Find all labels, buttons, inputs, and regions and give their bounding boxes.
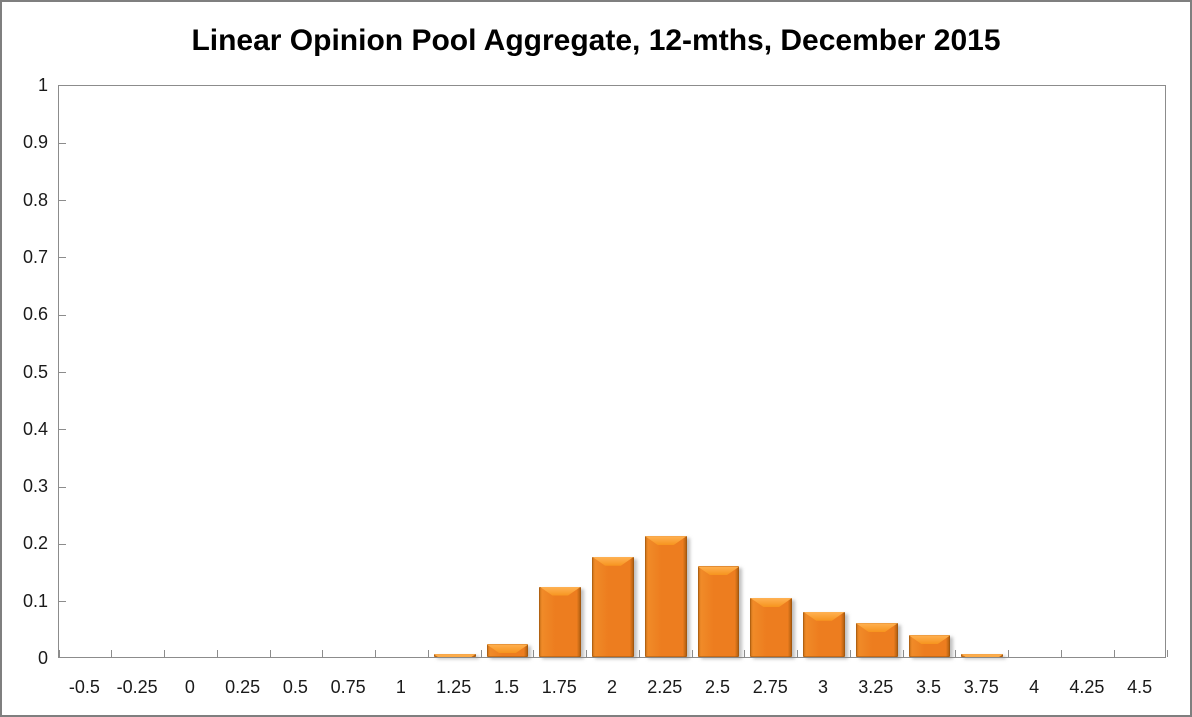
bar-1.75 [539,586,582,657]
x-tick-label: 3.25 [858,677,894,697]
bar-2.5 [697,566,740,657]
x-tick-mark [1166,650,1168,657]
x-tick-mark [375,650,377,657]
x-tick-label: 1.25 [436,677,472,697]
x-tick-mark [955,650,957,657]
y-tick-mark [59,372,66,373]
x-tick-label: 3.5 [916,677,942,697]
y-tick-mark [59,429,66,431]
x-tick-label: 1.75 [541,677,577,697]
x-tick-label: 3 [818,677,829,697]
y-tick-label: 0.8 [22,189,48,210]
x-tick-label: 3.75 [963,677,999,697]
x-tick-label: 4.5 [1127,677,1153,697]
y-tick-mark [59,314,66,316]
x-tick-label: 1 [395,677,406,697]
x-tick-label: 2.25 [647,677,683,697]
x-tick-mark [744,650,746,657]
x-tick-mark [269,650,271,657]
y-tick-label: 0.3 [22,476,48,497]
x-tick-label: 2 [606,677,617,697]
x-tick-label: 1.5 [493,677,519,697]
bar-3.75 [961,654,1004,657]
x-tick-mark [58,650,60,657]
x-tick-mark [1060,650,1062,657]
y-tick-label: 0.1 [22,590,48,611]
x-tick-label: 4.25 [1069,677,1105,697]
x-tick-mark [111,650,113,657]
y-tick-mark [59,543,66,545]
y-tick-label: 0.7 [22,246,48,267]
x-tick-mark [849,650,851,657]
x-tick-mark [533,650,535,657]
x-tick-mark [164,650,166,657]
y-tick-label: 0.5 [22,361,48,382]
bar-3 [803,611,845,657]
y-tick-label: 0 [37,648,48,668]
x-tick-label: 4 [1029,677,1040,697]
x-tick-label: 0 [184,677,195,697]
x-tick-label: -0.5 [68,677,100,697]
x-tick-label: -0.25 [116,677,158,697]
x-tick-label: 0.75 [330,677,366,697]
bar-1.25 [433,654,476,657]
y-tick-label: 1 [37,75,48,95]
y-tick-mark [59,200,66,202]
bar-1.5 [486,644,529,657]
y-tick-label: 0.2 [22,533,48,554]
x-tick-label: 2.75 [752,677,788,697]
y-tick-label: 0.4 [22,418,48,439]
x-tick-mark [427,650,429,657]
x-tick-mark [1008,650,1010,657]
chart-title: Linear Opinion Pool Aggregate, 12-mths, … [191,24,1001,57]
plot-area [58,85,1168,658]
x-tick-mark [797,650,799,657]
bar-3.25 [855,623,898,657]
x-tick-label: 0.25 [225,677,261,697]
x-tick-mark [638,650,640,657]
y-tick-mark [59,257,66,259]
x-tick-label: 0.5 [282,677,308,697]
x-tick-mark [1113,650,1115,657]
x-tick-label: 2.5 [705,677,731,697]
x-tick-mark [480,650,482,657]
x-tick-mark [691,650,693,657]
bar-3.5 [908,635,951,657]
y-tick-mark [59,601,66,603]
x-tick-mark [586,650,588,657]
bar-2.75 [750,597,793,657]
y-tick-mark [59,486,66,488]
y-tick-label: 0.9 [22,132,48,153]
y-tick-label: 0.6 [22,304,48,325]
bar-2 [592,556,634,657]
x-tick-mark [902,650,904,657]
x-tick-mark [322,650,324,657]
y-tick-mark [59,142,66,144]
bar-2.25 [644,536,687,657]
x-tick-mark [216,650,218,657]
